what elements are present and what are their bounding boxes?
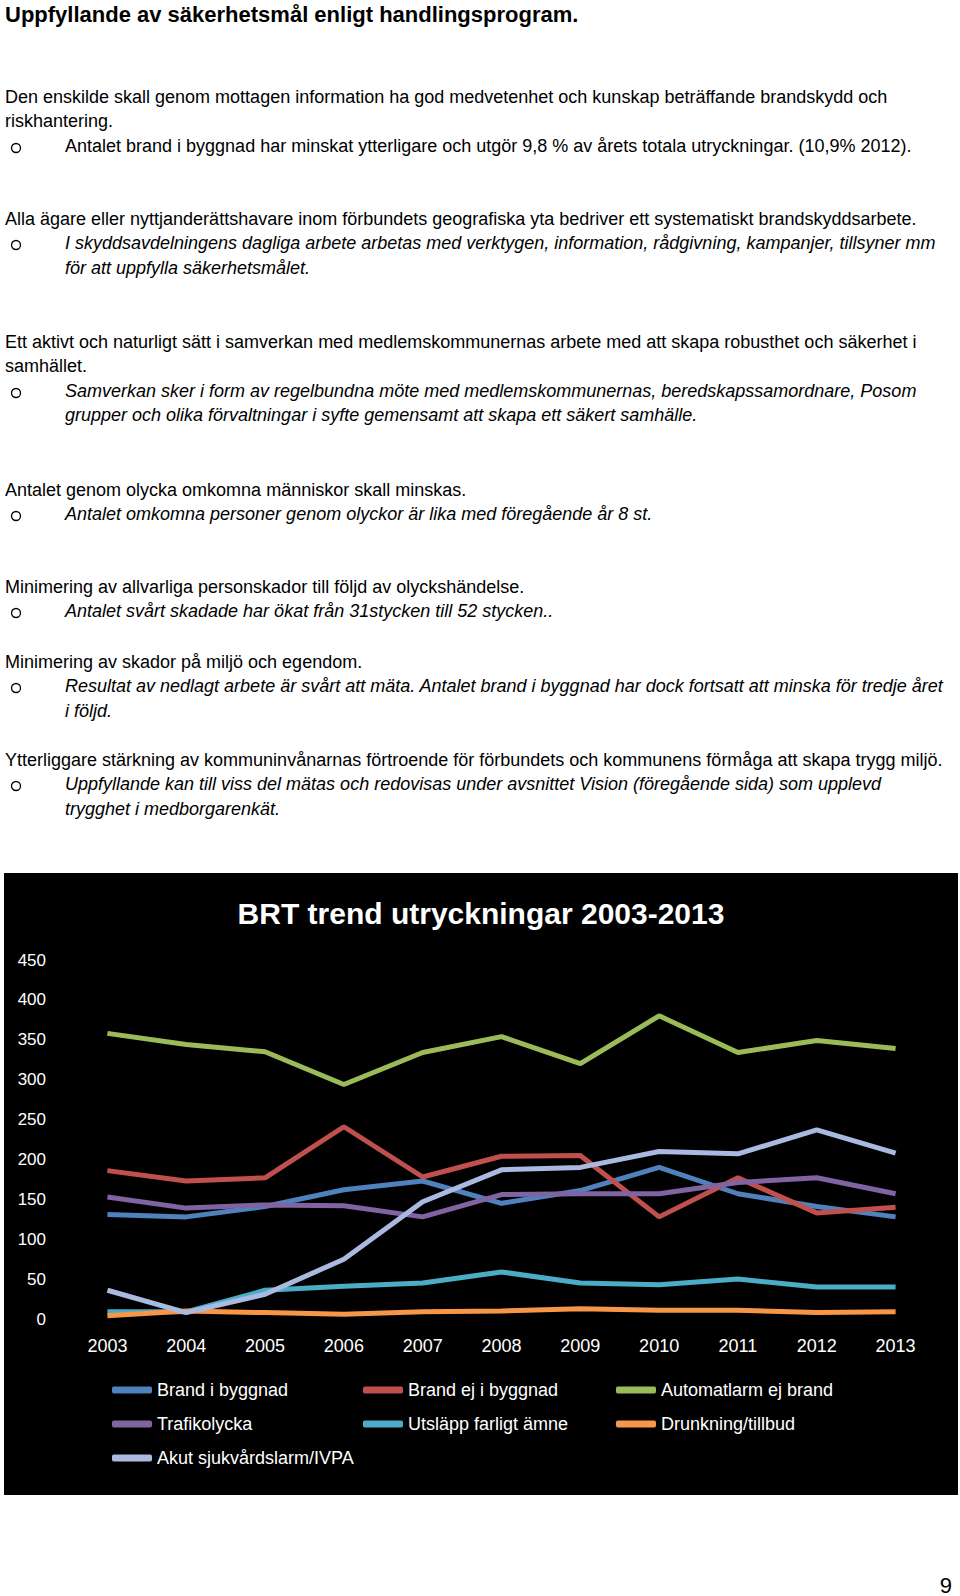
- svg-text:2009: 2009: [560, 1336, 600, 1356]
- svg-text:BRT trend utryckningar 2003-20: BRT trend utryckningar 2003-2013: [238, 897, 725, 930]
- svg-text:Drunkning/tillbud: Drunkning/tillbud: [661, 1414, 795, 1434]
- svg-text:400: 400: [18, 990, 46, 1009]
- svg-text:2005: 2005: [245, 1336, 285, 1356]
- html-text:Alla ägare eller nyttjanderätt: Alla ägare eller nyttjanderättshavare in…: [5, 209, 917, 229]
- html-text:Ytterliggare stärkning av komm: Ytterliggare stärkning av kommuninvånarn…: [5, 750, 943, 770]
- svg-text:50: 50: [27, 1270, 46, 1289]
- svg-text:Akut sjukvårdslarm/IVPA: Akut sjukvårdslarm/IVPA: [157, 1448, 354, 1468]
- svg-text:2006: 2006: [324, 1336, 364, 1356]
- html-text:Minimering av allvarliga perso: Minimering av allvarliga personskador ti…: [5, 577, 525, 597]
- svg-text:2011: 2011: [719, 1336, 758, 1356]
- html-text:Uppfyllande kan till viss del: Uppfyllande kan till viss del mätas och …: [65, 774, 882, 819]
- svg-text:Utsläpp farligt ämne: Utsläpp farligt ämne: [408, 1414, 568, 1434]
- svg-text:150: 150: [18, 1190, 46, 1209]
- svg-text:2004: 2004: [166, 1336, 206, 1356]
- html-text:Antalet omkomna personer genom: Antalet omkomna personer genom olyckor ä…: [65, 504, 653, 525]
- html-text:Antalet genom olycka omkomna m: Antalet genom olycka omkomna människor s…: [5, 480, 467, 500]
- html-text:Samverkan sker i form av regel: Samverkan sker i form av regelbundna möt…: [65, 380, 917, 426]
- html-text:Antalet svårt skadade har ökat: Antalet svårt skadade har ökat från 31st…: [65, 601, 554, 622]
- svg-text:2010: 2010: [639, 1336, 679, 1356]
- svg-text:0: 0: [37, 1310, 46, 1329]
- svg-text:2008: 2008: [481, 1336, 521, 1356]
- html-text:Den enskilde skall genom motta: Den enskilde skall genom mottagen inform…: [5, 87, 888, 132]
- svg-text:2013: 2013: [876, 1336, 916, 1356]
- svg-text:300: 300: [18, 1070, 46, 1089]
- svg-text:2003: 2003: [87, 1336, 127, 1356]
- svg-text:2012: 2012: [797, 1336, 837, 1356]
- html-text:I skyddsavdelningens dagliga a: I skyddsavdelningens dagliga arbete arbe…: [65, 233, 936, 278]
- html-text:Uppfyllande av säkerhetsmål en: Uppfyllande av säkerhetsmål enligt handl…: [5, 2, 579, 27]
- svg-text:Brand ej i byggnad: Brand ej i byggnad: [408, 1380, 558, 1400]
- svg-text:Automatlarm ej brand: Automatlarm ej brand: [661, 1380, 833, 1400]
- svg-text:100: 100: [18, 1230, 46, 1249]
- html-text:Antalet brand i byggnad har mi: Antalet brand i byggnad har minskat ytte…: [65, 135, 912, 156]
- svg-text:2007: 2007: [403, 1336, 443, 1356]
- svg-text:450: 450: [18, 951, 46, 970]
- html-text:Resultat av nedlagt arbete är: Resultat av nedlagt arbete är svårt att …: [65, 676, 943, 721]
- svg-text:Brand i byggnad: Brand i byggnad: [157, 1380, 288, 1400]
- svg-text:200: 200: [18, 1150, 46, 1169]
- html-text:Ett aktivt och naturligt sätt: Ett aktivt och naturligt sätt i samverka…: [5, 332, 917, 377]
- svg-text:250: 250: [18, 1110, 46, 1129]
- html-text:Minimering av skador på miljö: Minimering av skador på miljö och egendo…: [5, 652, 363, 672]
- svg-text:350: 350: [18, 1030, 46, 1049]
- svg-text:Trafikolycka: Trafikolycka: [157, 1414, 253, 1434]
